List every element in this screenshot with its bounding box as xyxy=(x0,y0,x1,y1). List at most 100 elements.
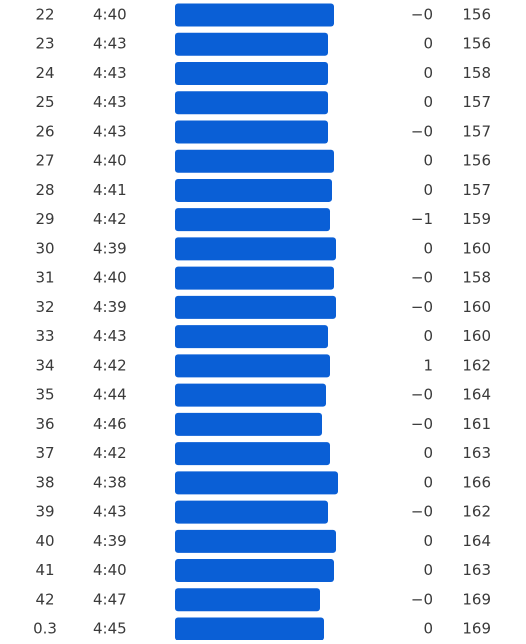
elevation-label: 0 xyxy=(423,561,433,579)
pace-bar xyxy=(175,91,328,115)
heart-rate-label: 169 xyxy=(462,620,491,638)
pace-bar xyxy=(175,237,336,261)
heart-rate-label: 157 xyxy=(462,181,491,199)
km-label: 26 xyxy=(35,122,54,140)
pace-label: 4:46 xyxy=(93,415,127,433)
pace-label: 4:42 xyxy=(93,444,127,462)
heart-rate-label: 156 xyxy=(462,6,491,24)
elevation-label: −0 xyxy=(411,6,433,24)
elevation-label: 0 xyxy=(423,532,433,550)
km-label: 39 xyxy=(35,503,54,521)
km-label: 42 xyxy=(35,590,54,608)
pace-bar xyxy=(175,266,334,290)
pace-bar xyxy=(175,325,328,349)
elevation-label: 0 xyxy=(423,620,433,638)
pace-label: 4:39 xyxy=(93,239,127,257)
pace-bar xyxy=(175,178,332,202)
km-label: 38 xyxy=(35,473,54,491)
pace-bar xyxy=(175,471,338,495)
pace-bar xyxy=(175,412,322,436)
km-label: 24 xyxy=(35,64,54,82)
pace-label: 4:43 xyxy=(93,503,127,521)
heart-rate-label: 169 xyxy=(462,590,491,608)
heart-rate-label: 164 xyxy=(462,386,491,404)
pace-bar xyxy=(175,500,328,524)
heart-rate-label: 163 xyxy=(462,444,491,462)
km-label: 23 xyxy=(35,35,54,53)
pace-label: 4:38 xyxy=(93,473,127,491)
pace-bar xyxy=(175,354,330,378)
heart-rate-label: 158 xyxy=(462,269,491,287)
pace-label: 4:40 xyxy=(93,561,127,579)
pace-label: 4:41 xyxy=(93,181,127,199)
pace-bar xyxy=(175,442,330,466)
pace-label: 4:40 xyxy=(93,269,127,287)
elevation-label: 0 xyxy=(423,444,433,462)
heart-rate-label: 159 xyxy=(462,210,491,228)
heart-rate-label: 162 xyxy=(462,356,491,374)
heart-rate-label: 164 xyxy=(462,532,491,550)
pace-bar xyxy=(175,120,328,144)
pace-label: 4:44 xyxy=(93,386,127,404)
elevation-label: −0 xyxy=(411,590,433,608)
pace-label: 4:47 xyxy=(93,590,127,608)
heart-rate-label: 158 xyxy=(462,64,491,82)
pace-bar xyxy=(175,3,334,27)
km-label: 41 xyxy=(35,561,54,579)
elevation-label: −0 xyxy=(411,415,433,433)
pace-bar xyxy=(175,588,320,612)
pace-bar xyxy=(175,208,330,232)
pace-bar xyxy=(175,32,328,56)
heart-rate-label: 156 xyxy=(462,35,491,53)
pace-bar xyxy=(175,529,336,553)
pace-label: 4:43 xyxy=(93,122,127,140)
km-label: 31 xyxy=(35,269,54,287)
elevation-label: 0 xyxy=(423,64,433,82)
heart-rate-label: 160 xyxy=(462,239,491,257)
pace-label: 4:42 xyxy=(93,356,127,374)
elevation-label: 0 xyxy=(423,152,433,170)
km-label: 34 xyxy=(35,356,54,374)
pace-label: 4:43 xyxy=(93,327,127,345)
km-label: 32 xyxy=(35,298,54,316)
elevation-label: 0 xyxy=(423,93,433,111)
heart-rate-label: 156 xyxy=(462,152,491,170)
pace-label: 4:43 xyxy=(93,64,127,82)
km-label: 25 xyxy=(35,93,54,111)
pace-label: 4:42 xyxy=(93,210,127,228)
pace-bar xyxy=(175,383,326,407)
heart-rate-label: 160 xyxy=(462,327,491,345)
km-label: 40 xyxy=(35,532,54,550)
elevation-label: 1 xyxy=(423,356,433,374)
pace-bar xyxy=(175,295,336,319)
pace-bar xyxy=(175,617,324,641)
elevation-label: 0 xyxy=(423,239,433,257)
elevation-label: 0 xyxy=(423,181,433,199)
pace-bar xyxy=(175,149,334,173)
elevation-label: −0 xyxy=(411,269,433,287)
heart-rate-label: 166 xyxy=(462,473,491,491)
elevation-label: −0 xyxy=(411,386,433,404)
km-label: 28 xyxy=(35,181,54,199)
elevation-label: −1 xyxy=(411,210,433,228)
km-label: 22 xyxy=(35,6,54,24)
elevation-label: 0 xyxy=(423,35,433,53)
elevation-label: −0 xyxy=(411,122,433,140)
pace-label: 4:40 xyxy=(93,152,127,170)
pace-bar xyxy=(175,61,328,85)
km-label: 37 xyxy=(35,444,54,462)
heart-rate-label: 157 xyxy=(462,122,491,140)
heart-rate-label: 161 xyxy=(462,415,491,433)
km-label: 29 xyxy=(35,210,54,228)
heart-rate-label: 163 xyxy=(462,561,491,579)
km-label: 33 xyxy=(35,327,54,345)
km-label: 0.3 xyxy=(33,620,57,638)
elevation-label: −0 xyxy=(411,298,433,316)
heart-rate-label: 162 xyxy=(462,503,491,521)
elevation-label: −0 xyxy=(411,503,433,521)
heart-rate-label: 157 xyxy=(462,93,491,111)
heart-rate-label: 160 xyxy=(462,298,491,316)
km-label: 27 xyxy=(35,152,54,170)
